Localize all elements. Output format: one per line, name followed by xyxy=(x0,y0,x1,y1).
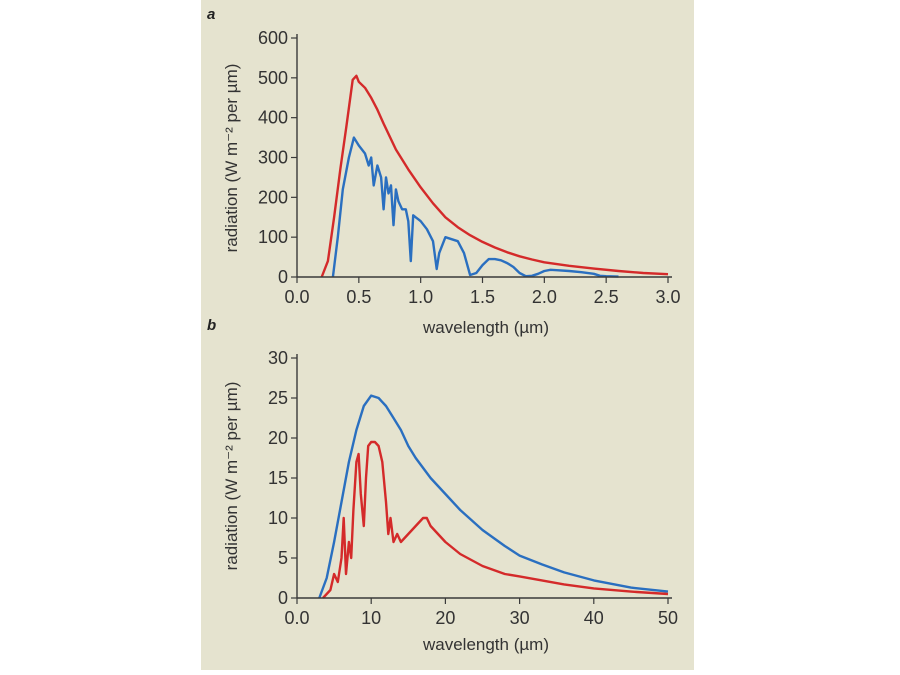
figure-panel: a 0 100 200 300 400 500 600 0.0 0.5 1.0 1.5 2.0 2.5 3… xyxy=(201,0,694,670)
x-axis-title-a: wavelength (µm) xyxy=(422,318,549,337)
axes-a: 0 100 200 300 400 500 600 0.0 0.5 1.0 1.5 2.0 2.5 3.0 xyxy=(258,28,681,307)
panel-label-b: b xyxy=(207,317,216,334)
y-tick-label: 10 xyxy=(268,508,288,528)
y-tick-label: 400 xyxy=(258,108,288,128)
x-tick-label: 0.0 xyxy=(284,287,309,307)
x-tick-label: 1.5 xyxy=(470,287,495,307)
y-tick-label: 15 xyxy=(268,468,288,488)
x-tick-label: 3.0 xyxy=(655,287,680,307)
y-axis-title-b: radiation (W m⁻² per µm) xyxy=(222,382,241,571)
series-line-a-2 xyxy=(331,136,619,278)
y-tick-label: 600 xyxy=(258,28,288,48)
y-tick-label: 0 xyxy=(278,267,288,287)
series-line-b-1 xyxy=(318,394,669,599)
y-tick-label: 20 xyxy=(268,428,288,448)
x-tick-label: 10 xyxy=(361,608,381,628)
y-axis-title-a: radiation (W m⁻² per µm) xyxy=(222,64,241,253)
x-tick-label: 30 xyxy=(510,608,530,628)
y-tick-label: 500 xyxy=(258,68,288,88)
y-tick-label: 0 xyxy=(278,588,288,608)
axes-b: 0 5 10 15 20 25 30 0.0 10 20 30 40 50 xyxy=(268,348,678,628)
x-tick-label: 1.0 xyxy=(408,287,433,307)
x-tick-label: 40 xyxy=(584,608,604,628)
y-tick-label: 30 xyxy=(268,348,288,368)
y-tick-label: 100 xyxy=(258,227,288,247)
chart-panel-b: b 0 5 10 15 20 25 30 0.0 10 20 30 40 50 wavelength (… xyxy=(207,317,678,654)
y-tick-label: 200 xyxy=(258,187,288,207)
chart-panel-a: a 0 100 200 300 400 500 600 0.0 0.5 1.0 1.5 2.0 2.5 3… xyxy=(207,6,681,337)
y-tick-label: 5 xyxy=(278,548,288,568)
series-line-b-2 xyxy=(322,440,669,599)
panel-label-a: a xyxy=(207,6,215,23)
x-tick-label: 50 xyxy=(658,608,678,628)
x-axis-title-b: wavelength (µm) xyxy=(422,635,549,654)
x-tick-label: 2.0 xyxy=(532,287,557,307)
series-line-a-1 xyxy=(320,74,669,278)
y-tick-label: 25 xyxy=(268,388,288,408)
figure-background xyxy=(201,0,694,670)
x-tick-label: 2.5 xyxy=(594,287,619,307)
x-tick-label: 0.5 xyxy=(346,287,371,307)
y-tick-label: 300 xyxy=(258,148,288,168)
x-tick-label: 20 xyxy=(435,608,455,628)
x-tick-label: 0.0 xyxy=(284,608,309,628)
